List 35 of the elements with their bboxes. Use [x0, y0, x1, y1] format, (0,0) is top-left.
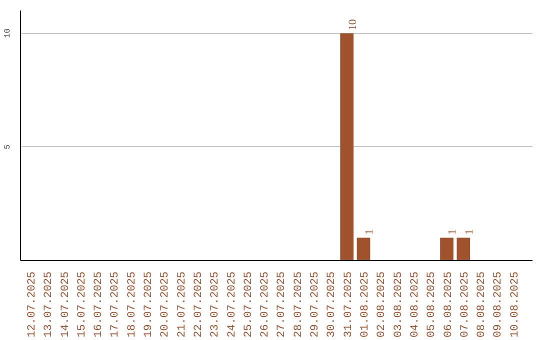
x-tick-label: 21.07.2025 — [176, 271, 188, 338]
x-tick-label: 10.08.2025 — [509, 271, 522, 338]
x-tick-label: 16.07.2025 — [93, 271, 106, 338]
x-tick-label: 26.07.2025 — [260, 271, 272, 338]
x-tick-label: 29.07.2025 — [310, 271, 322, 338]
x-tick-label: 30.07.2025 — [326, 271, 338, 338]
x-tick-label: 28.07.2025 — [292, 271, 305, 338]
x-tick-label: 31.07.2025 — [342, 271, 355, 338]
x-tick-label: 09.08.2025 — [492, 271, 505, 338]
x-tick-label: 19.07.2025 — [143, 271, 156, 338]
data-label: 1 — [364, 229, 376, 235]
x-tick-label: 27.07.2025 — [276, 271, 288, 338]
x-tick-label: 02.08.2025 — [376, 271, 388, 338]
x-tick-label: 05.08.2025 — [426, 271, 438, 338]
data-label: 10 — [346, 18, 359, 30]
x-tick-label: 15.07.2025 — [76, 271, 88, 338]
x-tick-label: 12.07.2025 — [26, 271, 38, 338]
x-tick-label: 17.07.2025 — [110, 271, 122, 338]
x-tick-label: 25.07.2025 — [242, 271, 255, 338]
x-tick-label: 13.07.2025 — [43, 271, 56, 338]
x-tick-label: 04.08.2025 — [409, 271, 422, 338]
x-tick-label: 01.08.2025 — [360, 271, 372, 338]
x-tick-label: 14.07.2025 — [60, 271, 72, 338]
x-tick-label: 03.08.2025 — [392, 271, 405, 338]
x-tick-label: 08.08.2025 — [476, 271, 488, 338]
x-tick-label: 23.07.2025 — [210, 271, 222, 338]
x-tick-label: 22.07.2025 — [192, 271, 205, 338]
x-tick-label: 20.07.2025 — [160, 271, 172, 338]
x-tick-label: 06.08.2025 — [442, 271, 455, 338]
x-tick-label: 18.07.2025 — [126, 271, 138, 338]
data-label: 1 — [463, 229, 476, 235]
y-tick-label: 5 — [4, 144, 12, 150]
x-tick-label: 24.07.2025 — [226, 271, 238, 338]
data-label: 1 — [446, 229, 459, 235]
x-tick-label: 07.08.2025 — [459, 271, 472, 338]
